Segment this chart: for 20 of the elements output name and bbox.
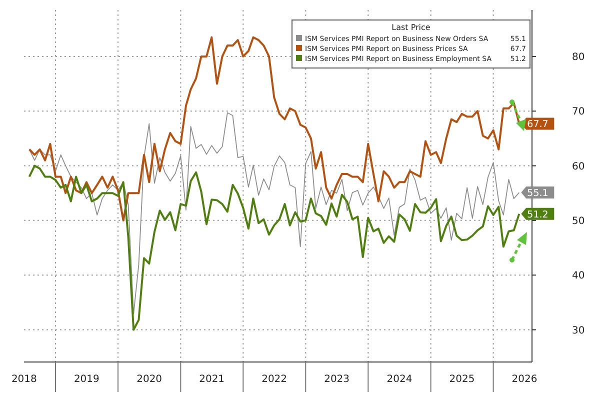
- legend-title: Last Price: [392, 23, 430, 32]
- y-tick-label: 30: [572, 325, 585, 336]
- x-tick-label: 2024: [386, 374, 412, 385]
- x-tick-label: 2020: [136, 374, 162, 385]
- x-tick-label: 2018: [11, 374, 37, 385]
- data-label: 51.2: [527, 209, 548, 220]
- x-tick-label: 2026: [512, 374, 538, 385]
- y-tick-label: 60: [572, 161, 585, 172]
- x-tick-label: 2023: [324, 374, 350, 385]
- y-tick-label: 50: [572, 216, 585, 227]
- y-tick-label: 40: [572, 270, 585, 282]
- y-tick-label: 80: [572, 52, 585, 63]
- x-tick-label: 2022: [262, 374, 288, 385]
- data-label: 55.1: [527, 188, 548, 200]
- data-label: 67.7: [527, 119, 548, 130]
- x-tick-label: 2019: [74, 374, 100, 385]
- y-tick-label: 70: [572, 106, 585, 118]
- x-tick-label: 2025: [449, 374, 475, 385]
- x-tick-label: 2021: [199, 374, 225, 385]
- line-series: [28, 112, 520, 314]
